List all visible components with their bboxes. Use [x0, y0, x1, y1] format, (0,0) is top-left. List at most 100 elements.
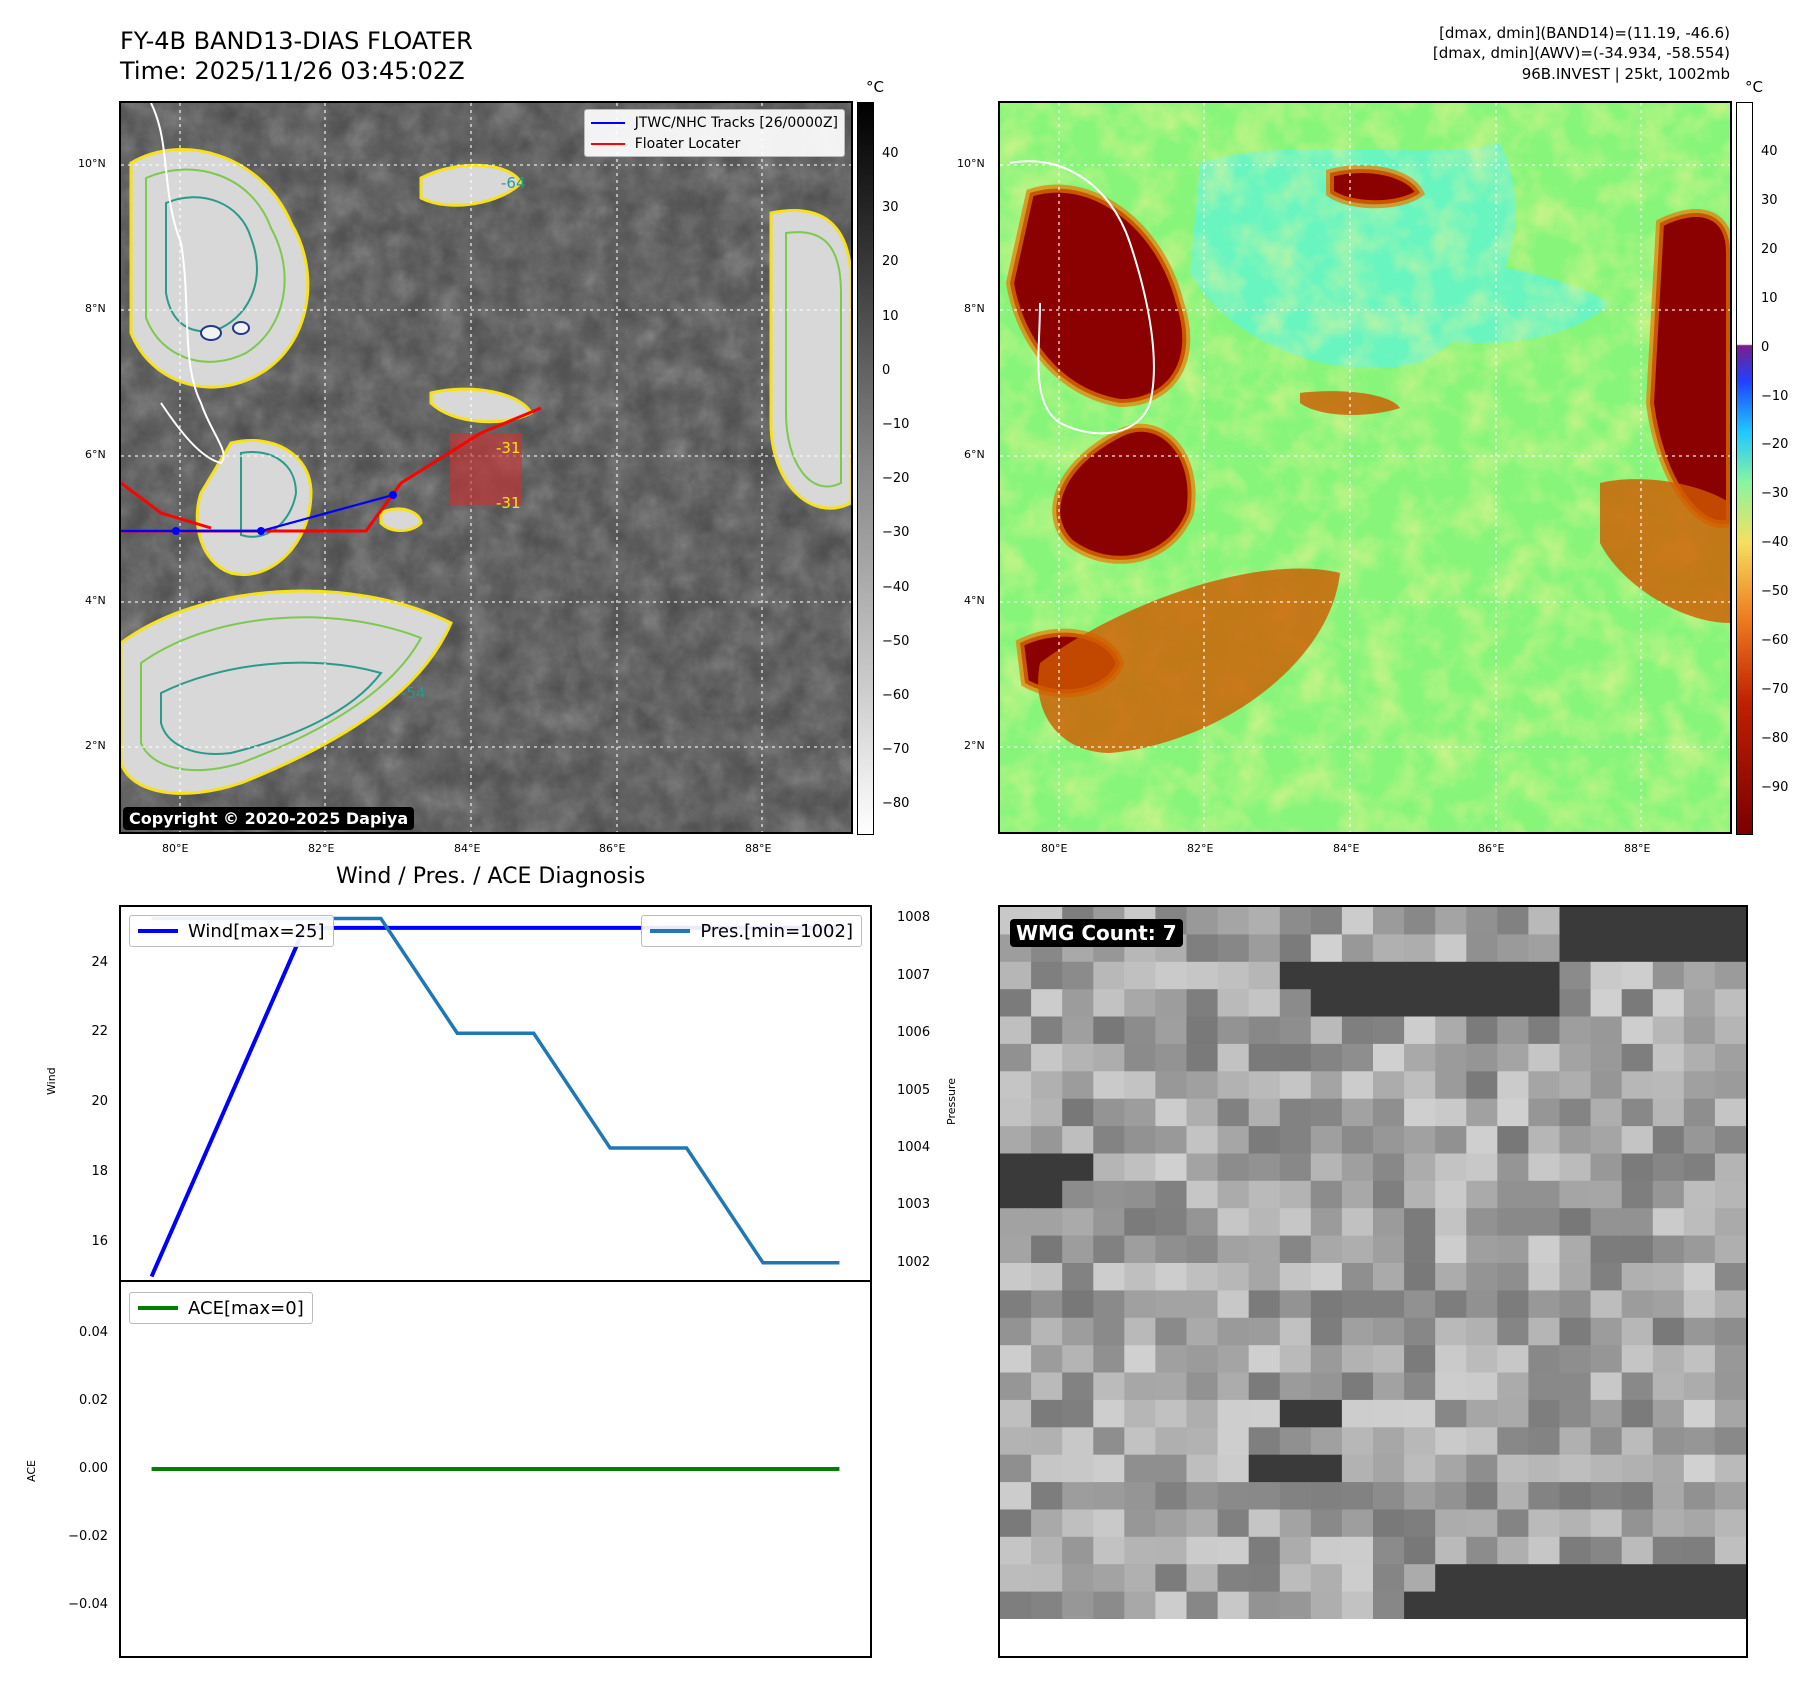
wmg-pixel: [1310, 1399, 1343, 1428]
wmg-pixel: [1683, 1290, 1716, 1319]
wmg-pixel: [1279, 934, 1312, 963]
wmg-pixel: [1497, 1208, 1529, 1237]
wmg-pixel: [1000, 1345, 1032, 1374]
wmg-pixel: [1310, 1016, 1343, 1045]
wmg-pixel: [1217, 1180, 1250, 1209]
wmg-pixel: [1683, 1180, 1716, 1209]
wmg-pixel: [1062, 1427, 1094, 1456]
wmg-pixel: [1404, 989, 1436, 1018]
wmg-pixel: [1310, 1591, 1343, 1620]
wmg-pixel: [1373, 934, 1405, 963]
wmg-pixel: [1373, 961, 1405, 990]
wmg-pixel: [1248, 1126, 1281, 1155]
wmg-pixel: [1683, 934, 1716, 963]
wmg-pixel: [1186, 934, 1219, 963]
wmg-pixel: [1031, 1564, 1063, 1593]
wmg-pixel: [1093, 1126, 1125, 1155]
wmg-pixel: [1683, 1454, 1716, 1483]
wmg-pixel: [1497, 1399, 1529, 1428]
wmg-pixel: [1155, 1153, 1188, 1182]
wmg-pixel: [1093, 1153, 1125, 1182]
wmg-pixel: [1404, 961, 1436, 990]
wmg-pixel: [1466, 1427, 1498, 1456]
wmg-pixel: [1186, 1591, 1219, 1620]
wv-colorbar-unit: °C: [1745, 78, 1763, 96]
wmg-pixel: [1590, 934, 1623, 963]
wmg-pixel: [1248, 1372, 1281, 1401]
wmg-pixel: [1652, 1591, 1685, 1620]
wmg-pixel: [1590, 1536, 1623, 1565]
wmg-pixel: [1683, 1317, 1716, 1346]
wmg-pixel: [1714, 907, 1746, 935]
wmg-pixel: [1466, 1180, 1498, 1209]
wmg-pixel: [1404, 1126, 1436, 1155]
wmg-pixel: [1683, 1016, 1716, 1045]
wmg-pixel: [1186, 1153, 1219, 1182]
wmg-pixel: [1404, 1071, 1436, 1100]
wmg-pixel: [1279, 1536, 1312, 1565]
figure-time: Time: 2025/11/26 03:45:02Z: [120, 57, 465, 85]
wmg-pixel: [1497, 1235, 1529, 1264]
wv-map-panel: [998, 101, 1732, 834]
pressure-legend-label: Pres.[min=1002]: [700, 920, 853, 942]
wmg-pixel: [1559, 1235, 1592, 1264]
wmg-pixel: [1310, 1454, 1343, 1483]
wmg-pixel: [1031, 1098, 1063, 1127]
wmg-pixel: [1062, 1536, 1094, 1565]
wmg-pixel: [1559, 961, 1592, 990]
wv-lat-label: 2°N: [964, 739, 985, 752]
wmg-pixel: [1124, 1564, 1156, 1593]
wv-lat-label: 10°N: [957, 157, 985, 170]
wmg-pixel: [1093, 1564, 1125, 1593]
wmg-pixel: [1435, 1180, 1467, 1209]
wmg-pixel: [1404, 1235, 1436, 1264]
wmg-pixel: [1217, 1591, 1250, 1620]
wmg-pixel: [1279, 1427, 1312, 1456]
wmg-pixel: [1559, 1263, 1592, 1291]
pressure-axis-label: Pressure: [945, 1078, 958, 1125]
wv-colorbar-tick: −70: [1761, 681, 1789, 697]
wmg-pixel: [1497, 1098, 1529, 1127]
ace-axis-label: ACE: [25, 1460, 38, 1482]
wmg-pixel: [1652, 1345, 1685, 1374]
wmg-pixel: [1062, 1153, 1094, 1182]
coastline: [1009, 160, 1155, 435]
wmg-pixel: [1217, 1509, 1250, 1538]
wmg-pixel: [1155, 1372, 1188, 1401]
wmg-pixel: [1373, 1180, 1405, 1209]
wmg-pixel: [1466, 1016, 1498, 1045]
wmg-pixel: [1373, 989, 1405, 1018]
wmg-pixel: [1062, 1016, 1094, 1045]
wind-pressure-panel: Wind[max=25] Pres.[min=1002]: [119, 905, 872, 1282]
wmg-pixel: [1435, 1591, 1467, 1620]
wmg-pixel: [1062, 1317, 1094, 1346]
pressure-tick-label: 1007: [897, 967, 931, 983]
wmg-pixel: [1714, 1345, 1746, 1374]
wmg-pixel: [1031, 1153, 1063, 1182]
wmg-pixel: [1404, 1509, 1436, 1538]
ir-lat-label: 8°N: [85, 302, 106, 315]
wmg-pixel: [1217, 1153, 1250, 1182]
wmg-pixel: [1341, 1454, 1374, 1483]
wmg-pixel: [1373, 1043, 1405, 1072]
wmg-pixel: [1559, 1043, 1592, 1072]
wmg-pixel: [1404, 1317, 1436, 1346]
wmg-pixel: [1279, 907, 1312, 935]
wmg-pixel: [1559, 1016, 1592, 1045]
legend-track-label: JTWC/NHC Tracks [26/0000Z]: [634, 114, 838, 131]
wmg-pixel: [1341, 907, 1374, 935]
wmg-pixel: [1248, 1345, 1281, 1374]
wmg-pixel: [1590, 1564, 1623, 1593]
wmg-pixel: [1248, 1235, 1281, 1264]
wmg-pixel: [1310, 1345, 1343, 1374]
wmg-pixel: [1497, 934, 1529, 963]
wmg-pixel: [1714, 1263, 1746, 1291]
wmg-pixel: [1714, 1098, 1746, 1127]
wmg-pixel: [1248, 1564, 1281, 1593]
wmg-pixel: [1093, 1509, 1125, 1538]
wmg-pixel: [1279, 1180, 1312, 1209]
wmg-pixel: [1000, 1016, 1032, 1045]
wmg-pixel: [1186, 1536, 1219, 1565]
wmg-pixel: [1279, 1235, 1312, 1264]
wmg-pixel: [1310, 1564, 1343, 1593]
